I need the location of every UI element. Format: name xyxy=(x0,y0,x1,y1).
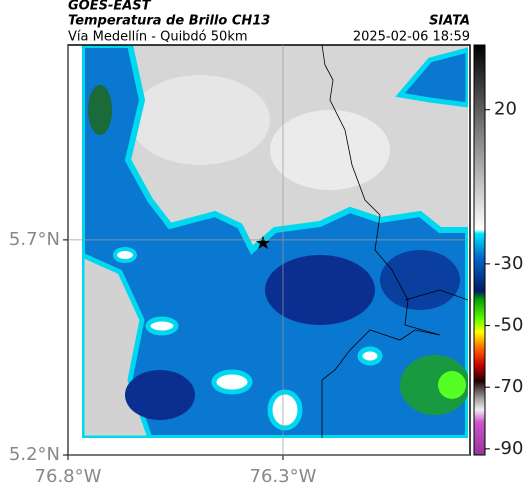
colorbar-tick-label: -30 xyxy=(494,253,523,274)
x-tick-label: 76.3°W xyxy=(250,466,317,487)
location-marker xyxy=(256,236,270,249)
product: Temperatura de Brillo CH13 xyxy=(68,14,270,29)
timestamp: 2025-02-06 18:59 xyxy=(353,30,470,45)
colorbar-tick-label: -70 xyxy=(494,376,523,397)
colorbar-tick-label: 20 xyxy=(494,99,517,120)
route: Vía Medellín - Quibdó 50km xyxy=(68,30,248,45)
source: GOES-EAST xyxy=(68,0,152,14)
colorbar-tick-label: -90 xyxy=(494,438,523,459)
agency: SIATA xyxy=(429,14,470,29)
satellite-image xyxy=(82,45,468,438)
colorbar xyxy=(473,44,486,456)
x-tick-label: 76.8°W xyxy=(35,466,102,487)
y-tick-label: 5.2°N xyxy=(9,444,60,465)
y-tick-label: 5.7°N xyxy=(9,229,60,250)
colorbar-tick-label: -50 xyxy=(494,315,523,336)
